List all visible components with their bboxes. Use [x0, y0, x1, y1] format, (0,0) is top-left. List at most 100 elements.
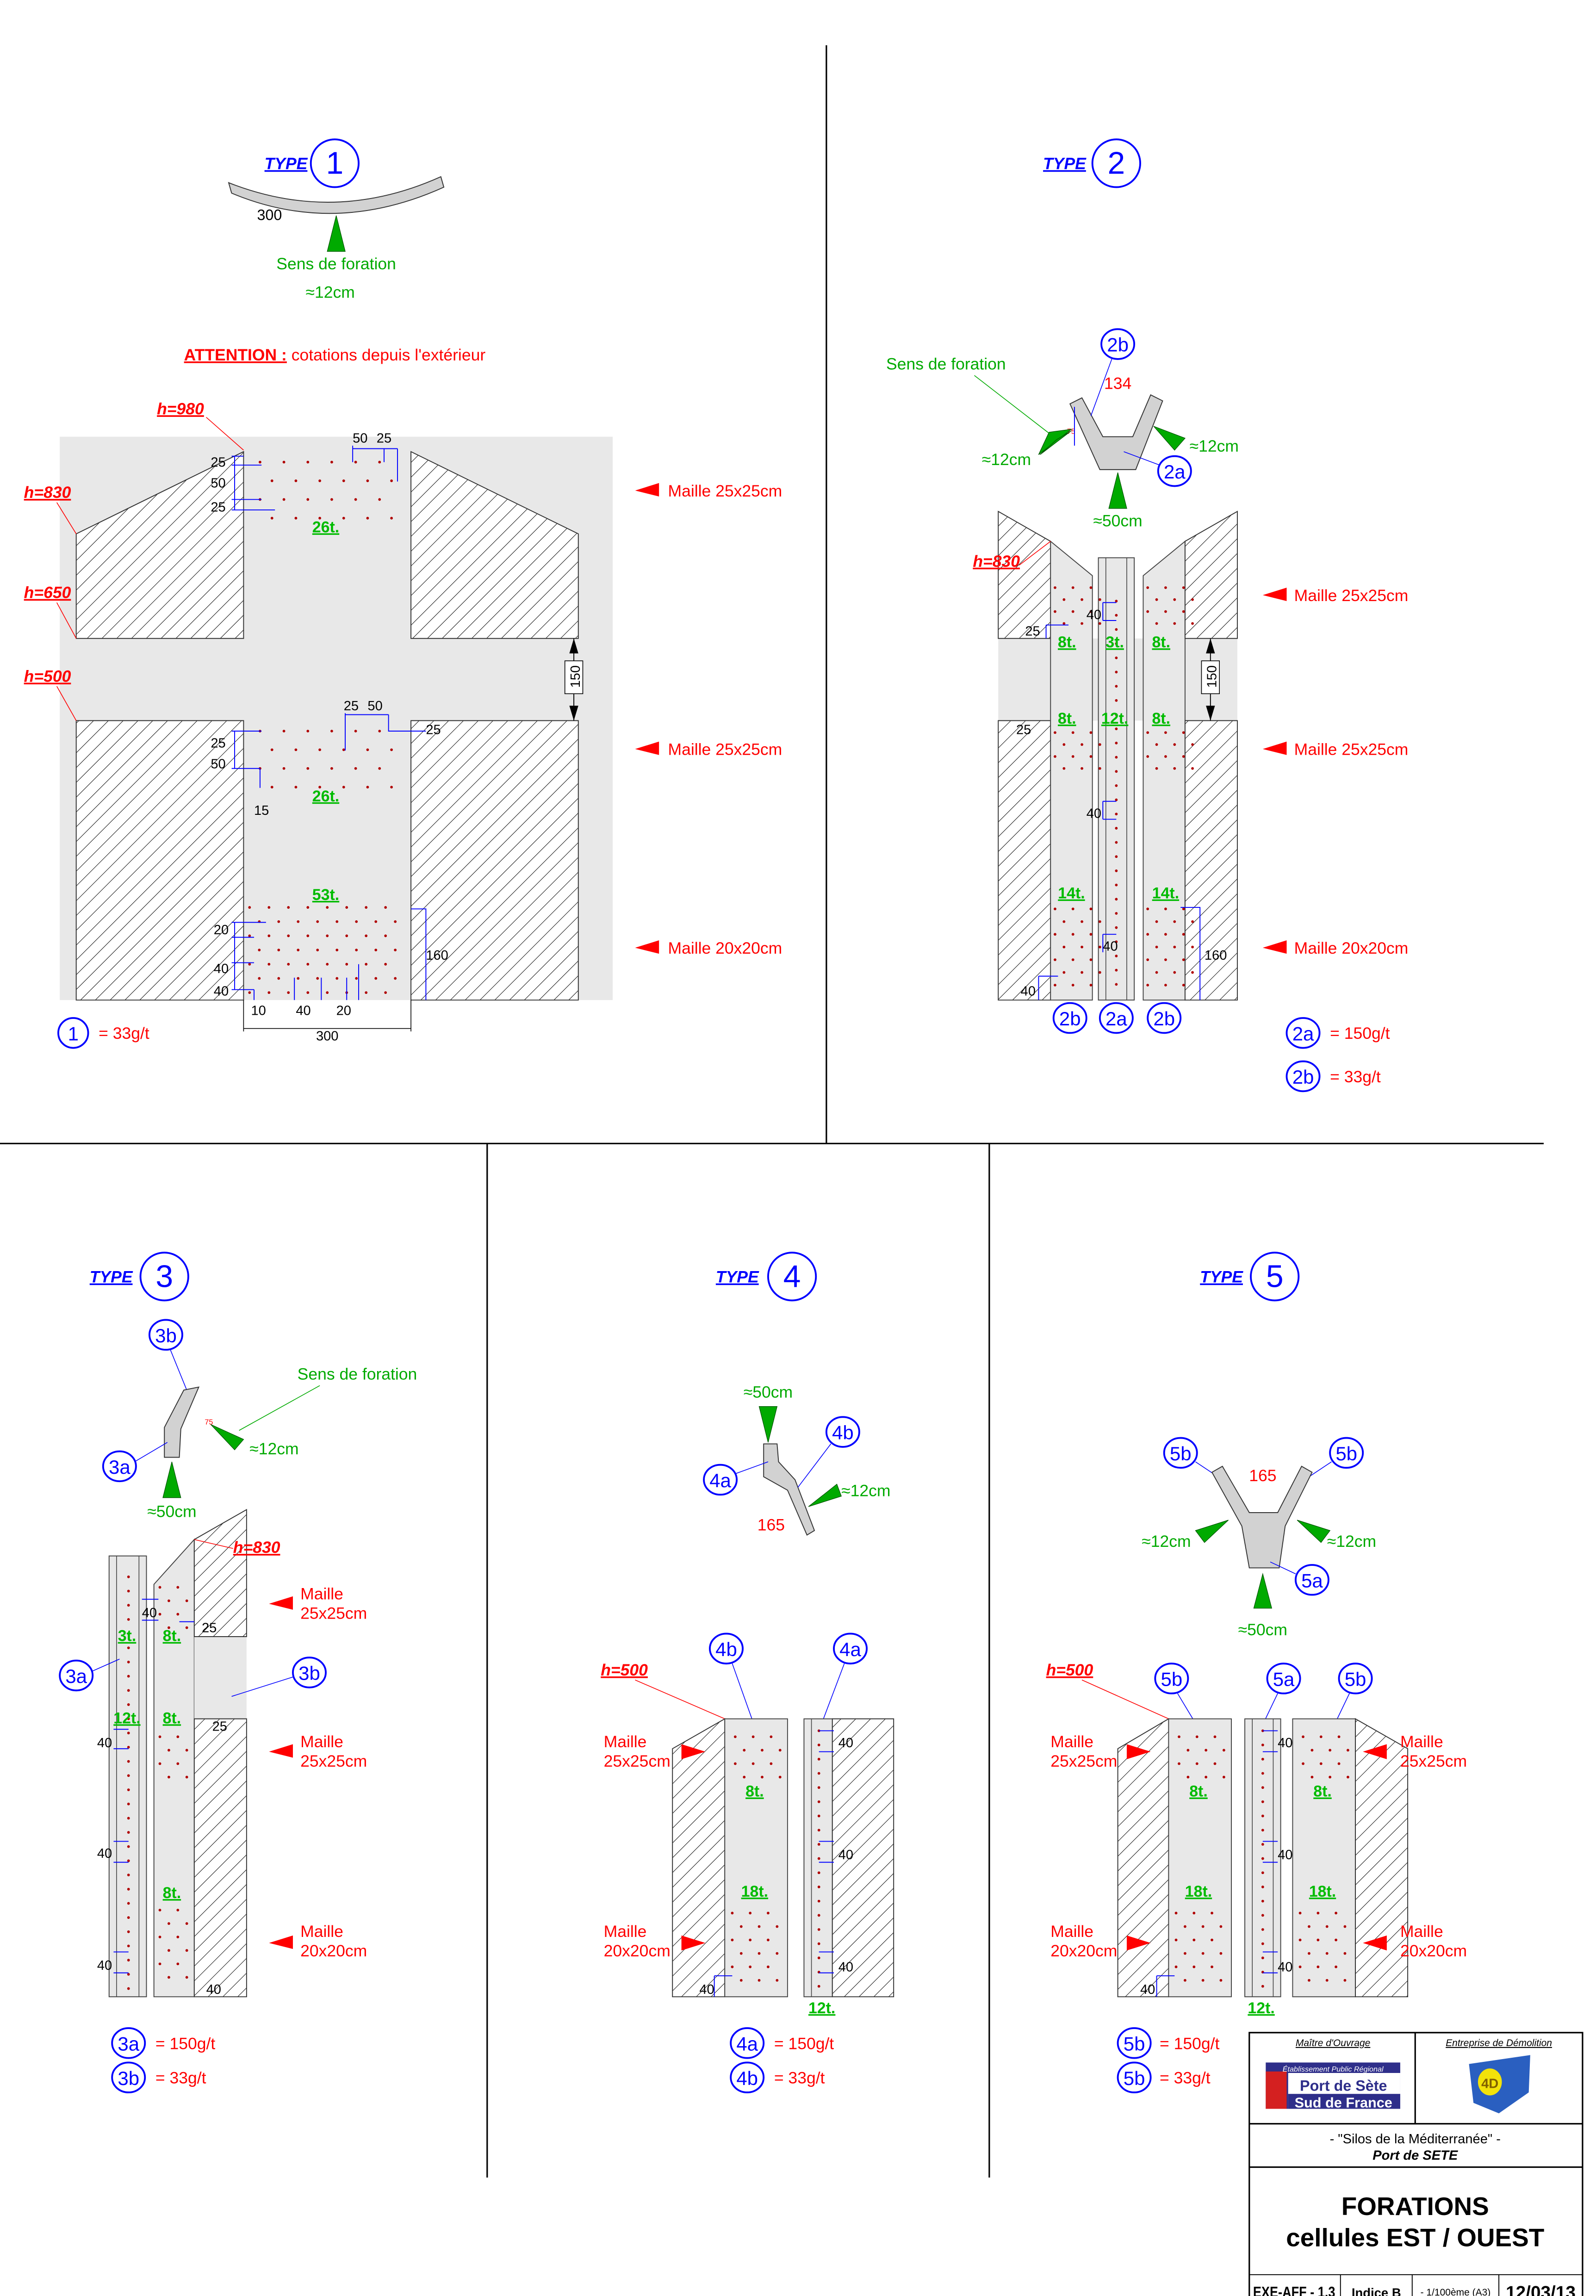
svg-text:Maille 25x25cm: Maille 25x25cm	[1294, 740, 1409, 759]
drill-hole	[258, 977, 261, 980]
drill-hole	[342, 786, 345, 789]
drill-hole	[1164, 610, 1167, 613]
drill-hole	[817, 1857, 820, 1860]
svg-text:14t.: 14t.	[1152, 885, 1179, 902]
drill-hole	[1205, 1775, 1208, 1779]
svg-text:20x20cm: 20x20cm	[604, 1942, 671, 1960]
height-label: h=980	[157, 399, 204, 418]
drill-hole	[1219, 1952, 1223, 1955]
drill-hole	[287, 962, 290, 966]
drill-hole	[270, 516, 273, 520]
svg-text:4b: 4b	[736, 2067, 758, 2089]
svg-text:≈12cm: ≈12cm	[249, 1440, 298, 1458]
drill-hole	[267, 934, 271, 937]
drill-hole	[277, 977, 280, 980]
drill-hole	[1115, 628, 1118, 631]
contractor-label: Entreprise de Démolition	[1446, 2038, 1552, 2048]
drill-hole	[127, 1774, 130, 1777]
drill-hole	[158, 1962, 161, 1966]
drill-hole	[127, 1703, 130, 1706]
tag-3a: 3a	[59, 1659, 94, 1692]
svg-text:14t.: 14t.	[1058, 885, 1085, 902]
drill-hole	[1191, 622, 1194, 625]
drill-hole	[270, 479, 273, 482]
drill-hole	[1115, 841, 1118, 844]
tag-4a: 4a	[703, 1464, 738, 1496]
drill-hole	[168, 1922, 170, 1925]
svg-text:3a: 3a	[65, 1665, 87, 1687]
drill-hole	[1211, 1911, 1213, 1915]
svg-text:≈50cm: ≈50cm	[1238, 1620, 1287, 1639]
drill-hole	[326, 906, 329, 909]
tonnage-label: 26t.	[312, 518, 339, 536]
drill-hole	[1115, 727, 1118, 731]
drill-hole	[761, 1775, 764, 1779]
drill-hole	[1178, 1735, 1180, 1738]
drill-hole	[1191, 920, 1194, 923]
svg-text:40: 40	[296, 1004, 311, 1018]
svg-text:4b: 4b	[832, 1422, 854, 1444]
svg-text:40: 40	[1278, 1848, 1292, 1862]
svg-text:Maille: Maille	[1400, 1922, 1443, 1941]
drill-hole	[1173, 622, 1176, 625]
drill-hole	[1098, 920, 1101, 923]
svg-text:12t.: 12t.	[113, 1709, 140, 1727]
drill-hole	[282, 767, 286, 770]
drill-hole	[294, 479, 298, 482]
drill-hole	[1071, 958, 1074, 962]
svg-text:165: 165	[1249, 1466, 1276, 1485]
drill-hole	[1081, 767, 1083, 770]
drill-hole	[1164, 933, 1167, 936]
tonnage-label: 26t.	[312, 788, 339, 805]
drill-hole	[751, 1762, 755, 1765]
drill-hole	[1081, 743, 1083, 746]
drill-hole	[354, 767, 357, 770]
drill-hole	[1319, 1762, 1323, 1765]
drill-hole	[287, 991, 290, 994]
tag-2a: 2a	[1099, 1002, 1134, 1034]
drill-hole	[1115, 614, 1118, 617]
drill-hole	[1308, 1925, 1310, 1928]
svg-text:≈50cm: ≈50cm	[1093, 512, 1142, 530]
drill-hole	[158, 1613, 161, 1616]
drill-hole	[1182, 958, 1185, 962]
drill-hole	[185, 1599, 188, 1602]
drill-hole	[1054, 610, 1056, 613]
drill-hole	[1184, 1952, 1186, 1955]
drill-hole	[1261, 1886, 1264, 1888]
svg-text:Maille: Maille	[604, 1922, 647, 1941]
svg-text:40: 40	[1087, 608, 1101, 622]
drill-hole	[1308, 1952, 1310, 1955]
drill-hole	[176, 1586, 180, 1589]
drill-hole	[767, 1938, 770, 1942]
drill-hole	[1191, 767, 1194, 770]
drill-hole	[1182, 731, 1185, 734]
drill-hole	[1062, 598, 1066, 601]
svg-text:25: 25	[1016, 722, 1031, 737]
drill-hole	[365, 934, 368, 937]
drill-hole	[1173, 767, 1176, 770]
type-number-badge: 4	[767, 1252, 817, 1302]
svg-text:40: 40	[97, 1736, 112, 1750]
drill-hole	[1347, 1775, 1349, 1779]
drill-hole	[354, 730, 357, 732]
dimension-annotations: 40 25 25 40 40 40 40	[97, 1599, 227, 1997]
drill-hole	[1261, 1829, 1264, 1832]
type-5-panel: TYPE 5 5b 5b 165 ≈12cm ≈12cm 5a ≈50cm h=…	[1046, 1252, 1467, 2093]
drill-hole	[1062, 945, 1066, 949]
type-1-panel: TYPE 1 300 Sens de foration ≈12cm ATTENT…	[24, 138, 782, 1049]
type-label: TYPE	[716, 1268, 759, 1286]
drill-hole	[384, 962, 387, 966]
direction-label: Sens de foration	[276, 254, 396, 273]
drill-hole	[384, 991, 387, 994]
drill-hole	[1201, 1979, 1205, 1982]
drill-hole	[330, 460, 333, 464]
svg-text:= 33g/t: = 33g/t	[1330, 1067, 1381, 1086]
drill-hole	[394, 977, 397, 980]
drill-hole	[185, 1976, 188, 1979]
column-4b	[724, 1718, 788, 1998]
height-label: h=500	[1046, 1661, 1093, 1679]
svg-text:Établissement Public Régional: Établissement Public Régional	[1283, 2065, 1384, 2073]
drill-hole	[185, 1626, 188, 1629]
